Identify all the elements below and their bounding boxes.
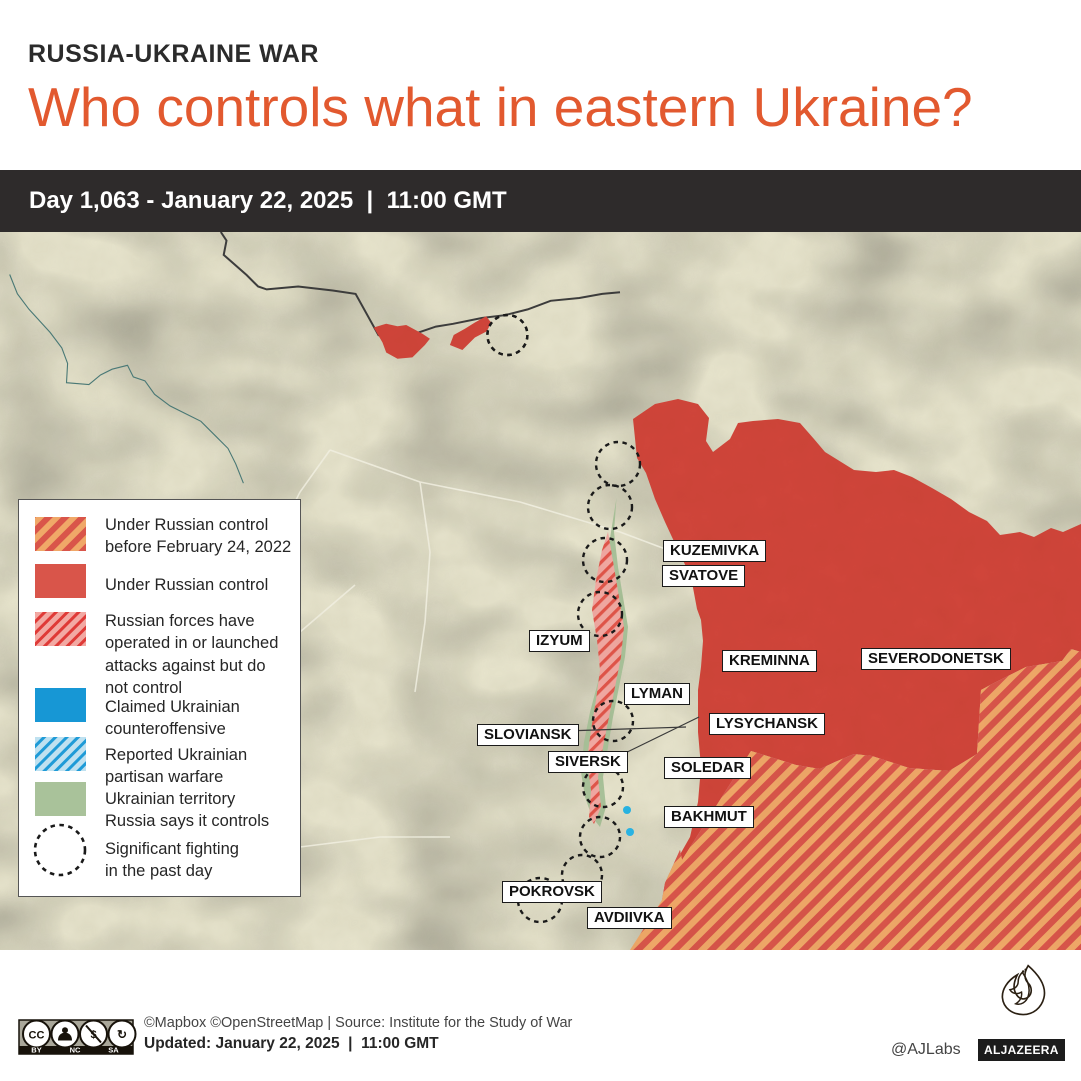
svg-text:NC: NC [70, 1046, 81, 1055]
svg-text:BY: BY [31, 1046, 41, 1055]
svg-text:CC: CC [29, 1030, 45, 1042]
svg-text:SA: SA [108, 1046, 119, 1055]
svg-text:↻: ↻ [117, 1028, 127, 1042]
